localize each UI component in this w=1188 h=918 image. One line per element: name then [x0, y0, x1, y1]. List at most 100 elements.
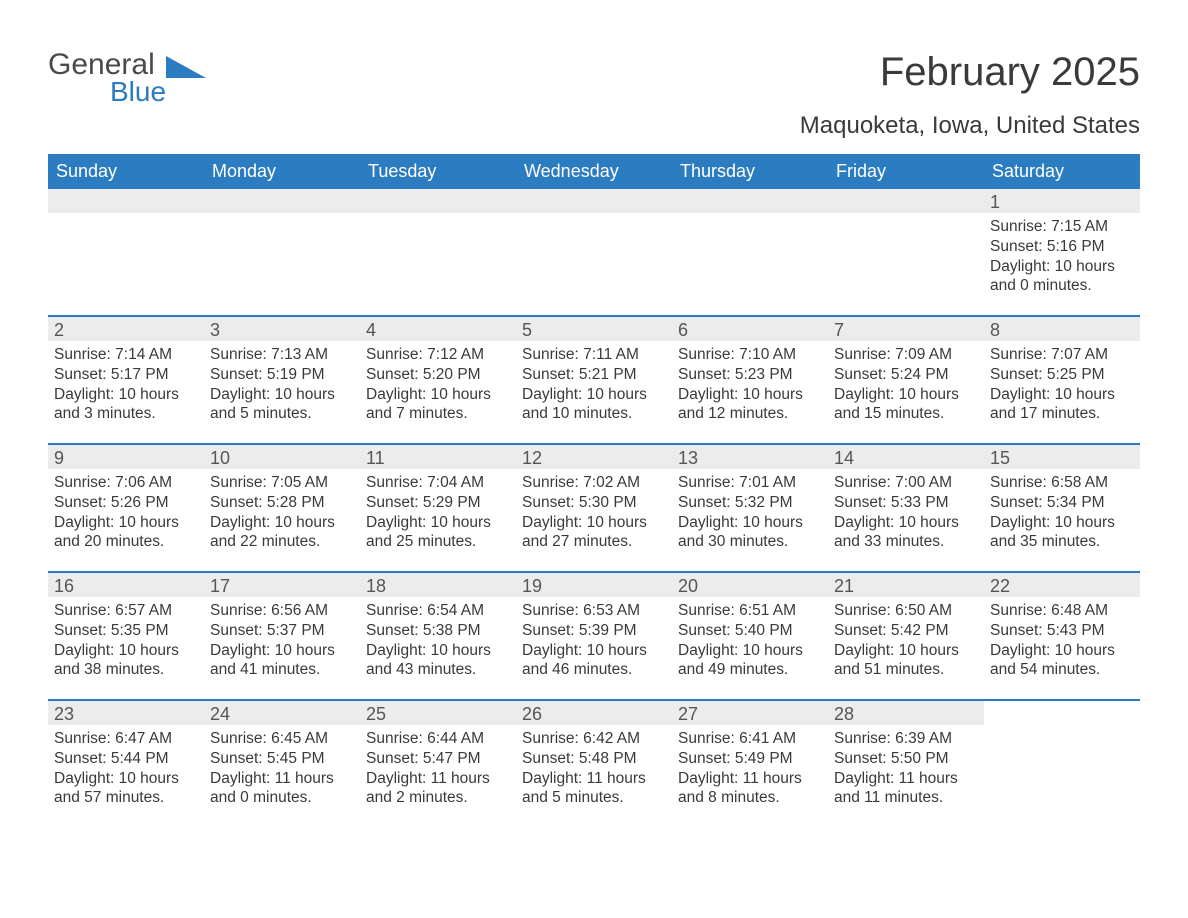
- sunset-line: Sunset: 5:16 PM: [990, 237, 1134, 257]
- day-cell: 11Sunrise: 7:04 AMSunset: 5:29 PMDayligh…: [360, 445, 516, 571]
- daylight-line: and 27 minutes.: [522, 532, 666, 552]
- day-number: 2: [48, 317, 204, 341]
- day-cell: 10Sunrise: 7:05 AMSunset: 5:28 PMDayligh…: [204, 445, 360, 571]
- sunset-line: Sunset: 5:21 PM: [522, 365, 666, 385]
- sunrise-line: Sunrise: 6:53 AM: [522, 601, 666, 621]
- sunrise-line: Sunrise: 6:42 AM: [522, 729, 666, 749]
- daylight-line: Daylight: 10 hours: [522, 641, 666, 661]
- sunset-line: Sunset: 5:40 PM: [678, 621, 822, 641]
- day-body: Sunrise: 6:45 AMSunset: 5:45 PMDaylight:…: [204, 725, 360, 816]
- day-number: 11: [360, 445, 516, 469]
- day-body: Sunrise: 6:54 AMSunset: 5:38 PMDaylight:…: [360, 597, 516, 688]
- sunset-line: Sunset: 5:37 PM: [210, 621, 354, 641]
- week-row: 1Sunrise: 7:15 AMSunset: 5:16 PMDaylight…: [48, 189, 1140, 315]
- sunrise-line: Sunrise: 7:14 AM: [54, 345, 198, 365]
- day-number: 20: [672, 573, 828, 597]
- daylight-line: and 7 minutes.: [366, 404, 510, 424]
- sunset-line: Sunset: 5:33 PM: [834, 493, 978, 513]
- day-number: 16: [48, 573, 204, 597]
- week-row: 9Sunrise: 7:06 AMSunset: 5:26 PMDaylight…: [48, 443, 1140, 571]
- sunrise-line: Sunrise: 7:00 AM: [834, 473, 978, 493]
- sunset-line: Sunset: 5:49 PM: [678, 749, 822, 769]
- daylight-line: Daylight: 10 hours: [210, 513, 354, 533]
- daylight-line: and 15 minutes.: [834, 404, 978, 424]
- empty-day-cell: [672, 189, 828, 315]
- sunset-line: Sunset: 5:25 PM: [990, 365, 1134, 385]
- sunset-line: Sunset: 5:45 PM: [210, 749, 354, 769]
- day-cell: 4Sunrise: 7:12 AMSunset: 5:20 PMDaylight…: [360, 317, 516, 443]
- day-number: 8: [984, 317, 1140, 341]
- daylight-line: Daylight: 10 hours: [54, 769, 198, 789]
- day-body: Sunrise: 6:48 AMSunset: 5:43 PMDaylight:…: [984, 597, 1140, 688]
- day-body: Sunrise: 7:05 AMSunset: 5:28 PMDaylight:…: [204, 469, 360, 560]
- day-body: Sunrise: 6:50 AMSunset: 5:42 PMDaylight:…: [828, 597, 984, 688]
- sunset-line: Sunset: 5:17 PM: [54, 365, 198, 385]
- daylight-line: Daylight: 10 hours: [990, 385, 1134, 405]
- day-number: 28: [828, 701, 984, 725]
- daylight-line: Daylight: 10 hours: [834, 385, 978, 405]
- daylight-line: and 35 minutes.: [990, 532, 1134, 552]
- daylight-line: and 22 minutes.: [210, 532, 354, 552]
- sunset-line: Sunset: 5:30 PM: [522, 493, 666, 513]
- daylight-line: Daylight: 10 hours: [54, 385, 198, 405]
- sunrise-line: Sunrise: 6:51 AM: [678, 601, 822, 621]
- day-number: 3: [204, 317, 360, 341]
- daylight-line: and 57 minutes.: [54, 788, 198, 808]
- sunset-line: Sunset: 5:43 PM: [990, 621, 1134, 641]
- sunrise-line: Sunrise: 6:54 AM: [366, 601, 510, 621]
- day-cell: 25Sunrise: 6:44 AMSunset: 5:47 PMDayligh…: [360, 701, 516, 827]
- day-cell: 6Sunrise: 7:10 AMSunset: 5:23 PMDaylight…: [672, 317, 828, 443]
- daylight-line: Daylight: 10 hours: [834, 513, 978, 533]
- day-body: Sunrise: 6:41 AMSunset: 5:49 PMDaylight:…: [672, 725, 828, 816]
- day-number: 6: [672, 317, 828, 341]
- day-body: Sunrise: 7:04 AMSunset: 5:29 PMDaylight:…: [360, 469, 516, 560]
- daylight-line: Daylight: 10 hours: [522, 513, 666, 533]
- logo: General Blue: [48, 50, 206, 106]
- sunset-line: Sunset: 5:50 PM: [834, 749, 978, 769]
- day-body: Sunrise: 6:57 AMSunset: 5:35 PMDaylight:…: [48, 597, 204, 688]
- daylight-line: Daylight: 11 hours: [522, 769, 666, 789]
- weekday-header-row: SundayMondayTuesdayWednesdayThursdayFrid…: [48, 154, 1140, 189]
- sunrise-line: Sunrise: 7:01 AM: [678, 473, 822, 493]
- header: General Blue February 2025: [48, 50, 1140, 106]
- day-body: Sunrise: 6:39 AMSunset: 5:50 PMDaylight:…: [828, 725, 984, 816]
- daylight-line: and 43 minutes.: [366, 660, 510, 680]
- day-body: Sunrise: 6:47 AMSunset: 5:44 PMDaylight:…: [48, 725, 204, 816]
- day-cell: 16Sunrise: 6:57 AMSunset: 5:35 PMDayligh…: [48, 573, 204, 699]
- day-number: 15: [984, 445, 1140, 469]
- sunrise-line: Sunrise: 6:47 AM: [54, 729, 198, 749]
- day-body: Sunrise: 7:01 AMSunset: 5:32 PMDaylight:…: [672, 469, 828, 560]
- empty-day-cell: [516, 189, 672, 315]
- sunrise-line: Sunrise: 6:56 AM: [210, 601, 354, 621]
- sunrise-line: Sunrise: 7:05 AM: [210, 473, 354, 493]
- weekday-header: Monday: [204, 154, 360, 189]
- day-cell: 12Sunrise: 7:02 AMSunset: 5:30 PMDayligh…: [516, 445, 672, 571]
- logo-triangle-icon: [166, 56, 206, 80]
- day-number: 17: [204, 573, 360, 597]
- day-number: 26: [516, 701, 672, 725]
- sunset-line: Sunset: 5:28 PM: [210, 493, 354, 513]
- day-cell: 27Sunrise: 6:41 AMSunset: 5:49 PMDayligh…: [672, 701, 828, 827]
- day-number: 27: [672, 701, 828, 725]
- daylight-line: Daylight: 11 hours: [366, 769, 510, 789]
- daylight-line: Daylight: 10 hours: [366, 513, 510, 533]
- sunset-line: Sunset: 5:44 PM: [54, 749, 198, 769]
- day-body: Sunrise: 6:51 AMSunset: 5:40 PMDaylight:…: [672, 597, 828, 688]
- sunrise-line: Sunrise: 7:11 AM: [522, 345, 666, 365]
- day-body: Sunrise: 7:07 AMSunset: 5:25 PMDaylight:…: [984, 341, 1140, 432]
- sunrise-line: Sunrise: 6:50 AM: [834, 601, 978, 621]
- empty-day-cell: [204, 189, 360, 315]
- empty-day-cell: [984, 701, 1140, 827]
- daylight-line: Daylight: 10 hours: [210, 385, 354, 405]
- day-number: 23: [48, 701, 204, 725]
- daylight-line: and 49 minutes.: [678, 660, 822, 680]
- day-cell: 20Sunrise: 6:51 AMSunset: 5:40 PMDayligh…: [672, 573, 828, 699]
- day-number: [48, 189, 204, 213]
- sunrise-line: Sunrise: 6:39 AM: [834, 729, 978, 749]
- day-cell: 15Sunrise: 6:58 AMSunset: 5:34 PMDayligh…: [984, 445, 1140, 571]
- daylight-line: and 12 minutes.: [678, 404, 822, 424]
- day-body: Sunrise: 6:56 AMSunset: 5:37 PMDaylight:…: [204, 597, 360, 688]
- day-cell: 18Sunrise: 6:54 AMSunset: 5:38 PMDayligh…: [360, 573, 516, 699]
- daylight-line: Daylight: 10 hours: [990, 257, 1134, 277]
- empty-day-cell: [360, 189, 516, 315]
